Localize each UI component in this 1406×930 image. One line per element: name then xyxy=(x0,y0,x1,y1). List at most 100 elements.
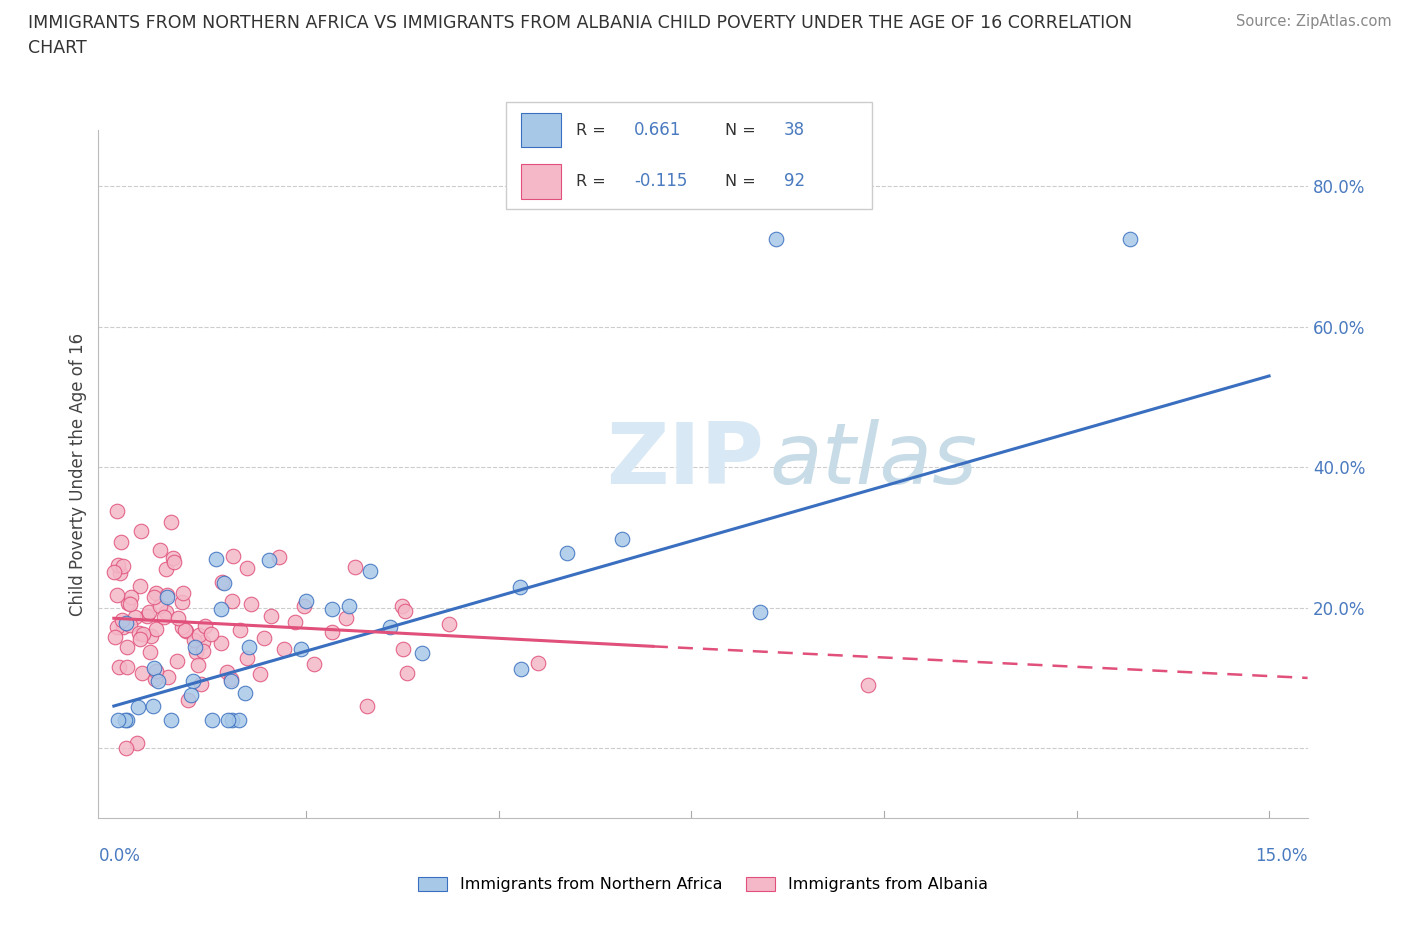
Point xyxy=(152,609,174,624)
Point xyxy=(162,551,184,565)
Point xyxy=(391,599,413,614)
Point xyxy=(128,625,150,640)
Point xyxy=(858,678,880,693)
Point xyxy=(337,598,360,613)
Point xyxy=(155,562,177,577)
Point xyxy=(259,552,281,567)
Point xyxy=(267,550,290,565)
Text: ZIP: ZIP xyxy=(606,419,763,502)
Point xyxy=(221,593,243,608)
Point xyxy=(128,578,150,593)
Point xyxy=(115,616,138,631)
Text: R =: R = xyxy=(575,174,606,189)
Point xyxy=(139,629,162,644)
Point xyxy=(111,613,134,628)
FancyBboxPatch shape xyxy=(520,165,561,199)
Point xyxy=(212,576,235,591)
Point xyxy=(125,736,148,751)
Point xyxy=(145,664,167,679)
Point xyxy=(107,558,129,573)
Point xyxy=(359,564,381,578)
Point xyxy=(117,712,139,727)
Point xyxy=(127,699,149,714)
Text: 0.661: 0.661 xyxy=(634,121,682,140)
Point xyxy=(107,503,129,518)
Point xyxy=(174,623,197,638)
Point xyxy=(191,644,214,658)
Point xyxy=(110,535,132,550)
Point xyxy=(527,656,550,671)
Point xyxy=(146,673,169,688)
Point xyxy=(181,673,204,688)
Point xyxy=(236,651,259,666)
Point xyxy=(103,565,125,579)
Point xyxy=(114,712,136,727)
Point xyxy=(233,686,256,701)
Point xyxy=(209,602,232,617)
Point xyxy=(749,604,772,619)
Point xyxy=(145,586,167,601)
Text: Source: ZipAtlas.com: Source: ZipAtlas.com xyxy=(1236,14,1392,29)
Text: 92: 92 xyxy=(785,172,806,191)
Text: 38: 38 xyxy=(785,121,806,140)
Point xyxy=(105,588,128,603)
Point xyxy=(217,712,239,727)
Point xyxy=(118,596,141,611)
Point xyxy=(156,670,179,684)
Point xyxy=(184,640,207,655)
Point xyxy=(228,712,250,727)
Point xyxy=(204,551,226,566)
Point xyxy=(128,631,150,646)
Point xyxy=(143,661,166,676)
Point xyxy=(610,532,633,547)
Point xyxy=(321,624,343,639)
Point xyxy=(108,659,131,674)
Point xyxy=(200,712,222,727)
Point xyxy=(155,604,177,619)
Point xyxy=(236,560,259,575)
Point xyxy=(170,619,193,634)
Point xyxy=(211,575,233,590)
Point xyxy=(180,688,202,703)
Point xyxy=(209,636,232,651)
Y-axis label: Child Poverty Under the Age of 16: Child Poverty Under the Age of 16 xyxy=(69,333,87,616)
Point xyxy=(321,602,343,617)
Point xyxy=(304,657,326,671)
Point xyxy=(510,661,533,676)
Point xyxy=(765,232,787,246)
Point xyxy=(194,618,217,633)
Point xyxy=(557,546,579,561)
Point xyxy=(229,623,252,638)
Point xyxy=(112,620,135,635)
Point xyxy=(131,666,153,681)
Point xyxy=(104,629,127,644)
Point xyxy=(163,555,186,570)
Text: 0.0%: 0.0% xyxy=(98,846,141,865)
Point xyxy=(143,671,166,686)
Point xyxy=(174,623,197,638)
Point xyxy=(335,610,357,625)
Point xyxy=(186,644,208,659)
Point xyxy=(187,658,209,672)
Point xyxy=(394,604,416,618)
Point xyxy=(391,641,413,656)
Point xyxy=(183,632,205,647)
Point xyxy=(356,698,378,713)
Point xyxy=(160,514,183,529)
Text: N =: N = xyxy=(725,123,756,138)
Text: atlas: atlas xyxy=(769,419,977,502)
Point xyxy=(166,654,188,669)
Point xyxy=(107,712,129,727)
Point xyxy=(131,627,153,642)
Point xyxy=(170,594,193,609)
Point xyxy=(120,618,142,632)
Point xyxy=(149,543,172,558)
FancyBboxPatch shape xyxy=(520,113,561,147)
Point xyxy=(219,673,242,688)
Point xyxy=(509,579,531,594)
Point xyxy=(240,596,263,611)
Point xyxy=(120,589,142,604)
Point xyxy=(143,590,166,604)
Point xyxy=(115,640,138,655)
Point xyxy=(177,692,200,707)
